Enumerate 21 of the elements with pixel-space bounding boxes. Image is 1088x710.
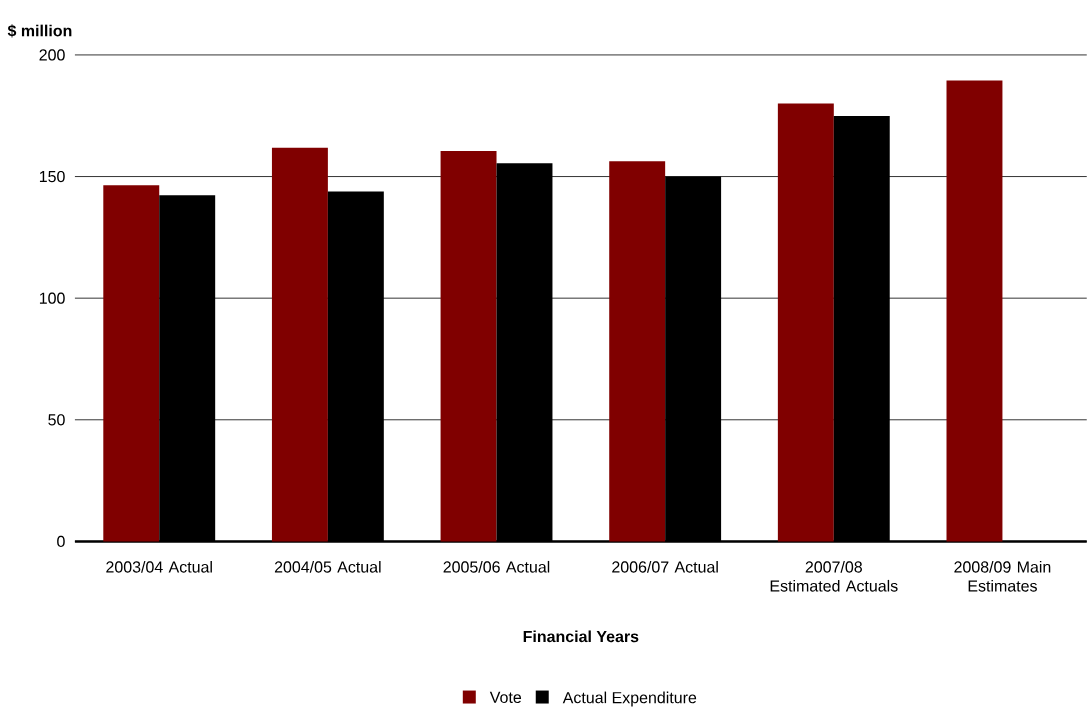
- y-axis-title: $ million: [7, 24, 72, 38]
- x-tick-label: 2006/07 Actual: [612, 561, 718, 573]
- y-tick-label: 100: [39, 292, 65, 305]
- x-axis-title: Financial Years: [523, 630, 639, 643]
- x-tick-label: 2004/05 Actual: [274, 561, 381, 573]
- y-tick-label: 50: [48, 414, 65, 426]
- y-tick-label: 150: [39, 171, 65, 183]
- y-tick-label: 0: [57, 535, 65, 548]
- bar: [440, 151, 497, 542]
- bar: [103, 185, 160, 542]
- y-tick-label: 200: [39, 49, 65, 61]
- bar: [271, 148, 328, 542]
- legend-label: Vote: [489, 692, 522, 704]
- x-tick-label: 2008/09 Main Estimates: [954, 561, 1051, 592]
- legend-label: Actual Expenditure: [562, 691, 697, 707]
- x-tick-label: 2003/04 Actual: [106, 561, 212, 573]
- bar: [777, 103, 834, 542]
- bar: [946, 80, 1003, 542]
- bar: [609, 161, 666, 542]
- x-tick-label: 2005/06 Actual: [443, 561, 550, 573]
- x-tick-label: 2007/08 Estimated Actuals: [770, 561, 898, 592]
